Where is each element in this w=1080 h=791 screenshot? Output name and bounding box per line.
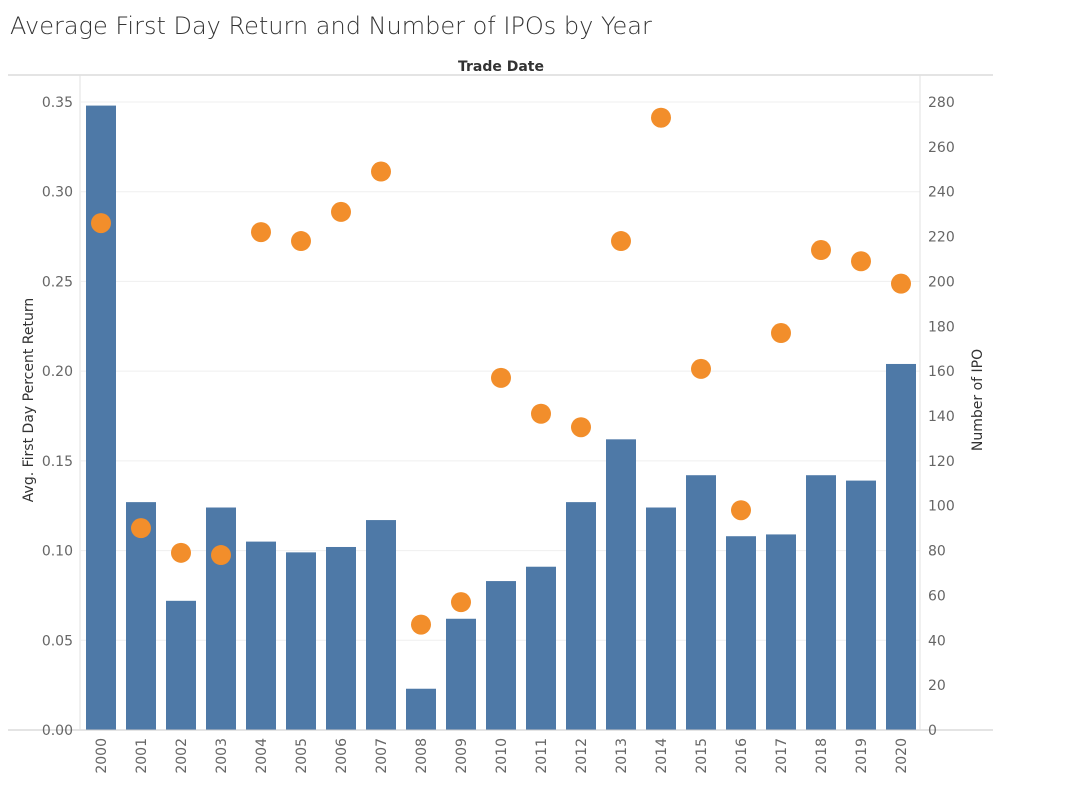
x-tick-label-2014: 2014 [654, 738, 670, 774]
left-tick-label: 0.15 [42, 454, 73, 470]
x-tick-label-2020: 2020 [894, 738, 910, 774]
bar-2013 [606, 439, 636, 730]
scatter-series [91, 107, 911, 635]
plot-frame [8, 74, 993, 731]
left-tick-label: 0.30 [42, 185, 73, 201]
bar-2020 [886, 363, 916, 730]
left-axis-ticks: 0.00 0.05 0.10 0.15 0.20 0.25 0.30 0.35 [42, 95, 73, 739]
x-tick-label-2007: 2007 [374, 738, 390, 774]
bar-2017 [766, 534, 796, 730]
right-tick-label: 80 [928, 544, 946, 560]
bar-2014 [646, 507, 676, 730]
point-2006 [331, 201, 351, 222]
right-axis-ticks: 0 20 40 60 80 100 120 140 160 180 200 220 240 260 280 [928, 95, 955, 739]
point-2002 [171, 542, 191, 563]
bar-series [86, 105, 916, 731]
right-tick-label: 100 [928, 499, 955, 515]
left-tick-label: 0.00 [42, 723, 73, 739]
point-2016 [731, 500, 751, 521]
right-tick-label: 200 [928, 274, 955, 290]
point-2009 [451, 592, 471, 613]
x-tick-label-2013: 2013 [614, 738, 630, 774]
bar-2018 [806, 475, 836, 730]
column-header: Trade Date [458, 59, 544, 75]
x-tick-label-2006: 2006 [334, 738, 350, 774]
x-tick-label-2002: 2002 [174, 738, 190, 774]
x-tick-label-2003: 2003 [214, 738, 230, 774]
right-tick-label: 20 [928, 678, 946, 694]
bar-2001 [126, 502, 156, 730]
x-tick-label-2001: 2001 [134, 738, 150, 774]
x-tick-label-2018: 2018 [814, 738, 830, 774]
bar-2007 [366, 520, 396, 730]
point-2001 [131, 518, 151, 539]
right-tick-label: 180 [928, 319, 955, 335]
left-tick-label: 0.25 [42, 274, 73, 290]
left-tick-label: 0.20 [42, 364, 73, 380]
point-2019 [851, 251, 871, 272]
x-tick-label-2017: 2017 [774, 738, 790, 774]
x-tick-label-2009: 2009 [454, 738, 470, 774]
point-2011 [531, 403, 551, 424]
right-tick-label: 160 [928, 364, 955, 380]
bar-2000 [86, 105, 116, 731]
point-2018 [811, 240, 831, 261]
point-2013 [611, 231, 631, 252]
left-tick-label: 0.10 [42, 544, 73, 560]
bar-2019 [846, 480, 876, 730]
bar-2005 [286, 552, 316, 730]
point-2005 [291, 231, 311, 252]
left-tick-label: 0.35 [42, 95, 73, 111]
point-2007 [371, 161, 391, 182]
x-tick-label-2012: 2012 [574, 738, 590, 774]
right-tick-label: 0 [928, 723, 937, 739]
right-axis-label: Number of IPO [970, 349, 986, 451]
right-tick-label: 280 [928, 95, 955, 111]
right-tick-label: 220 [928, 230, 955, 246]
x-tick-label-2016: 2016 [734, 738, 750, 774]
x-tick-label-2004: 2004 [254, 738, 270, 774]
bar-2010 [486, 581, 516, 730]
bar-2015 [686, 475, 716, 730]
point-2020 [891, 273, 911, 294]
point-2008 [411, 614, 431, 635]
point-2003 [211, 545, 231, 566]
x-tick-label-2019: 2019 [854, 738, 870, 774]
x-tick-label-2010: 2010 [494, 738, 510, 774]
right-tick-label: 140 [928, 409, 955, 425]
point-2014 [651, 107, 671, 128]
point-2017 [771, 323, 791, 344]
bar-2006 [326, 546, 356, 730]
right-tick-label: 240 [928, 185, 955, 201]
chart-title: Average First Day Return and Number of I… [10, 12, 652, 40]
bar-2012 [566, 502, 596, 730]
right-tick-label: 260 [928, 140, 955, 156]
right-tick-label: 60 [928, 588, 946, 604]
bar-2004 [246, 541, 276, 730]
point-2010 [491, 367, 511, 388]
bar-2016 [726, 536, 756, 730]
x-tick-label-2008: 2008 [414, 738, 430, 774]
right-tick-label: 120 [928, 454, 955, 470]
bar-2002 [166, 600, 196, 730]
bar-2011 [526, 566, 556, 730]
x-tick-label-2000: 2000 [94, 738, 110, 774]
left-axis-label: Avg. First Day Percent Return [21, 298, 37, 502]
point-2012 [571, 417, 591, 438]
point-2000 [91, 213, 111, 234]
left-tick-label: 0.05 [42, 633, 73, 649]
x-tick-label-2005: 2005 [294, 738, 310, 774]
bar-2003 [206, 507, 236, 730]
bar-2009 [446, 618, 476, 730]
x-axis-ticks: 2000 2001 2002 2003 2004 2005 2006 2007 2008 2009… [94, 738, 910, 774]
point-2015 [691, 358, 711, 379]
point-2004 [251, 222, 271, 243]
x-tick-label-2011: 2011 [534, 738, 550, 774]
bar-2008 [406, 688, 436, 730]
right-tick-label: 40 [928, 633, 946, 649]
x-tick-label-2015: 2015 [694, 738, 710, 774]
